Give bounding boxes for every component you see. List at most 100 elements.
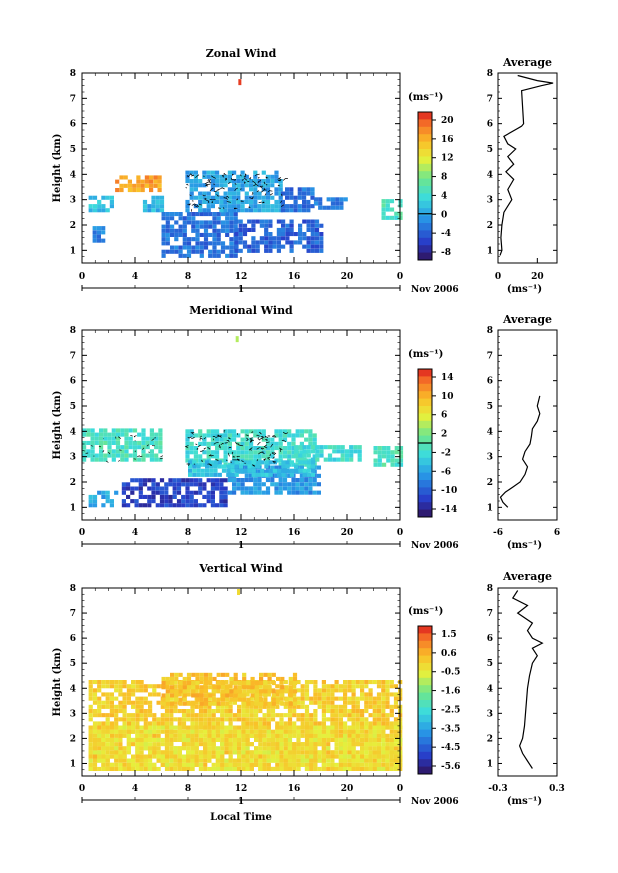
heatmap-cell xyxy=(149,188,154,193)
heatmap-cell xyxy=(207,750,212,755)
heatmap-cell xyxy=(299,465,304,470)
heatmap-cell xyxy=(229,212,234,217)
heatmap-cell xyxy=(169,754,174,759)
heatmap-cell xyxy=(207,754,212,759)
heatmap-cell xyxy=(128,436,133,441)
heatmap-cell xyxy=(292,684,297,689)
heatmap-cell xyxy=(178,212,183,217)
heatmap-cell xyxy=(316,465,321,470)
heatmap-cell xyxy=(302,468,307,473)
heatmap-cell xyxy=(190,709,195,714)
heatmap-cell xyxy=(232,170,237,175)
heatmap-cell xyxy=(130,490,135,495)
heatmap-cell xyxy=(258,750,263,755)
heatmap-cell xyxy=(185,450,190,455)
heatmap-cell xyxy=(306,472,311,477)
heatmap-cell xyxy=(198,742,204,747)
contour-line xyxy=(266,456,271,460)
heatmap-cell xyxy=(88,742,93,747)
heatmap-cell xyxy=(199,245,204,250)
heatmap-cell xyxy=(227,429,232,434)
heatmap-cell xyxy=(304,692,310,697)
heatmap-cell xyxy=(227,179,232,184)
heatmap-cell xyxy=(351,733,356,738)
contour-line xyxy=(218,444,221,447)
heatmap-cell xyxy=(251,219,256,224)
heatmap-cell xyxy=(274,208,279,213)
heatmap-cell xyxy=(270,709,276,714)
heatmap-cell xyxy=(203,717,208,722)
contour-line xyxy=(198,203,202,206)
heatmap-cell xyxy=(220,224,226,229)
heatmap-cell xyxy=(250,693,255,698)
heatmap-cell xyxy=(381,692,386,697)
heatmap-cell xyxy=(147,494,152,499)
heatmap-cell xyxy=(282,482,288,487)
heatmap-cell xyxy=(258,725,263,730)
heatmap-cell xyxy=(267,689,272,694)
heatmap-cell xyxy=(211,733,216,738)
heatmap-cell xyxy=(321,725,326,730)
contour-line xyxy=(261,201,265,204)
heatmap-cell xyxy=(389,737,394,742)
heatmap-cell xyxy=(156,684,161,689)
heatmap-cell xyxy=(376,725,382,730)
heatmap-cell xyxy=(109,503,114,508)
heatmap-cell xyxy=(219,482,224,487)
heatmap-cell xyxy=(199,220,204,225)
heatmap-cell xyxy=(381,713,386,718)
contour-line xyxy=(264,435,269,439)
heatmap-cell xyxy=(381,199,386,204)
heatmap-cell xyxy=(242,689,247,694)
heatmap-cell xyxy=(212,241,217,246)
heatmap-cell xyxy=(254,689,259,694)
heatmap-cell xyxy=(372,713,377,718)
heatmap-cell xyxy=(159,195,165,200)
heatmap-cell xyxy=(114,725,119,730)
heatmap-cell xyxy=(198,737,204,742)
heatmap-cell xyxy=(287,429,292,434)
heatmap-cell xyxy=(253,208,258,213)
heatmap-cell xyxy=(270,183,275,188)
heatmap-cell xyxy=(310,187,315,192)
heatmap-cell xyxy=(199,249,204,254)
heatmap-cell xyxy=(225,216,230,221)
heatmap-cell xyxy=(292,758,297,763)
heatmap-cell xyxy=(232,733,237,738)
heatmap-cell xyxy=(223,429,228,434)
heatmap-cell xyxy=(355,754,360,759)
heatmap-cell xyxy=(340,457,345,462)
heatmap-cell xyxy=(264,223,269,228)
heatmap-cell xyxy=(126,737,131,742)
heatmap-cell xyxy=(373,462,378,467)
heatmap-cell xyxy=(137,432,142,437)
heatmap-cell xyxy=(262,754,267,759)
heatmap-cell xyxy=(220,713,225,718)
colorbar-tick-label: 0 xyxy=(441,210,447,220)
contour-line xyxy=(282,178,288,181)
heatmap-cell xyxy=(295,490,300,495)
heatmap-cell xyxy=(244,450,249,455)
heatmap-cell xyxy=(176,490,182,495)
heatmap-cell xyxy=(109,199,114,204)
heatmap-cell xyxy=(389,758,394,763)
heatmap-cell xyxy=(194,737,199,742)
heatmap-cell xyxy=(203,689,209,694)
heatmap-cell xyxy=(105,704,110,709)
heatmap-cell xyxy=(138,490,143,495)
heatmap-cell xyxy=(257,486,262,491)
heatmap-cell xyxy=(298,445,303,450)
heatmap-cell xyxy=(275,692,280,697)
heatmap-cell xyxy=(271,681,276,686)
heatmap-cell xyxy=(109,766,114,771)
colorbar-tick-label: -6 xyxy=(441,467,451,477)
heatmap-cell xyxy=(206,433,211,438)
heatmap-cell xyxy=(343,713,348,718)
heatmap-cell xyxy=(298,236,303,241)
heatmap-cell xyxy=(228,721,233,726)
heatmap-cell xyxy=(107,440,112,445)
heatmap-cell xyxy=(241,746,246,751)
heatmap-cell xyxy=(82,428,87,433)
heatmap-cell xyxy=(385,199,390,204)
heatmap-cell xyxy=(182,224,187,229)
